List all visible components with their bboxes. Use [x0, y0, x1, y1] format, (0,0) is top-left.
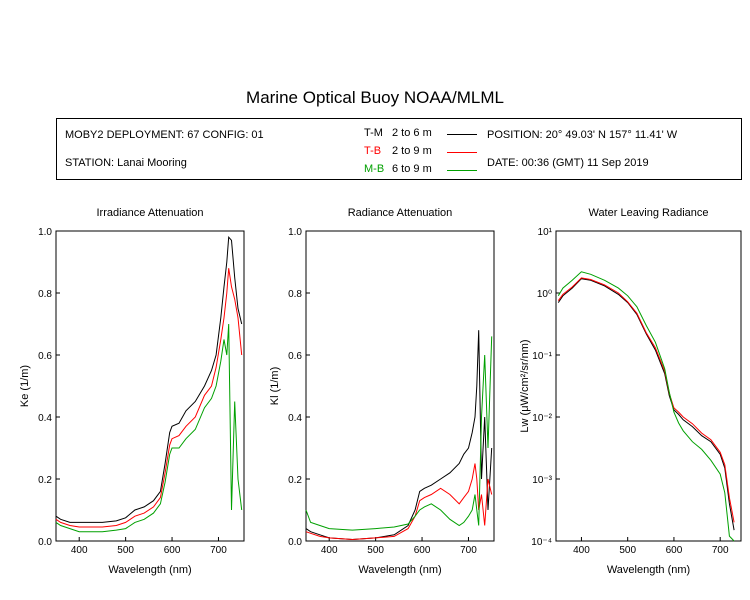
y-tick-label: 0.4 [38, 413, 52, 424]
x-axis-label: Wavelength (nm) [358, 564, 441, 576]
y-tick-label: 10¹ [538, 227, 553, 238]
y-axis-label: Lw (μW/cm²/sr/nm) [519, 339, 531, 432]
series-line-m-b [557, 271, 735, 542]
deployment-text: MOBY2 DEPLOYMENT: 67 CONFIG: 01 [65, 129, 264, 141]
series-line-t-b [557, 277, 735, 523]
y-tick-label: 0.4 [288, 413, 302, 424]
series-line-t-m [55, 236, 243, 523]
legend-code-tm: T-M [364, 127, 383, 139]
plot-frame [305, 230, 495, 542]
date-text: DATE: 00:36 (GMT) 11 Sep 2019 [487, 157, 649, 169]
legend-code-tb: T-B [364, 145, 382, 157]
plot-frame [55, 230, 245, 542]
legend-depth-mb: 6 to 9 m [392, 163, 432, 175]
x-tick-label: 600 [414, 545, 431, 556]
y-axis-label: Kl (1/m) [269, 367, 281, 406]
legend-depth-tm: 2 to 6 m [392, 127, 432, 139]
x-tick-label: 400 [71, 545, 88, 556]
series-line-t-b [55, 268, 243, 528]
x-tick-label: 500 [367, 545, 384, 556]
plot-frame [555, 230, 742, 542]
y-tick-label: 0.8 [288, 289, 302, 300]
y-tick-label: 10⁻³ [532, 475, 552, 486]
y-tick-label: 10⁻⁴ [531, 537, 552, 548]
x-tick-label: 400 [321, 545, 338, 556]
y-tick-label: 0.6 [288, 351, 302, 362]
y-tick-label: 0.0 [288, 537, 302, 548]
legend-line-tm [447, 134, 477, 135]
legend-line-tb [447, 152, 477, 153]
y-tick-label: 0.8 [38, 289, 52, 300]
y-tick-label: 10⁻¹ [532, 351, 552, 362]
series-line-t-m [305, 330, 493, 541]
x-tick-label: 700 [210, 545, 227, 556]
x-tick-label: 500 [619, 545, 636, 556]
x-tick-label: 500 [117, 545, 134, 556]
info-box: MOBY2 DEPLOYMENT: 67 CONFIG: 01 STATION:… [56, 118, 742, 180]
legend-code-mb: M-B [364, 163, 385, 175]
series-line-t-b [305, 463, 493, 541]
legend-depth-tb: 2 to 9 m [392, 145, 432, 157]
x-axis-label: Wavelength (nm) [607, 564, 690, 576]
y-tick-label: 0.2 [38, 475, 52, 486]
x-tick-label: 600 [666, 545, 683, 556]
series-line-t-m [557, 278, 735, 531]
x-tick-label: 600 [164, 545, 181, 556]
legend-line-mb [447, 170, 477, 171]
y-tick-label: 10⁰ [537, 289, 552, 300]
page-title: Marine Optical Buoy NOAA/MLML [246, 88, 504, 107]
y-axis-label: Ke (1/m) [19, 365, 31, 407]
series-line-m-b [305, 336, 493, 531]
y-tick-label: 10⁻² [532, 413, 552, 424]
x-tick-label: 700 [712, 545, 729, 556]
y-tick-label: 1.0 [288, 227, 302, 238]
chart-title: Irradiance Attenuation [96, 207, 203, 219]
y-tick-label: 0.0 [38, 537, 52, 548]
y-tick-label: 0.6 [38, 351, 52, 362]
position-text: POSITION: 20° 49.03' N 157° 11.41' W [487, 129, 678, 141]
chart-title: Water Leaving Radiance [588, 207, 708, 219]
y-tick-label: 0.2 [288, 475, 302, 486]
y-tick-label: 1.0 [38, 227, 52, 238]
chart-title: Radiance Attenuation [348, 207, 453, 219]
x-tick-label: 700 [460, 545, 477, 556]
x-tick-label: 400 [573, 545, 590, 556]
series-line-m-b [55, 323, 243, 533]
x-axis-label: Wavelength (nm) [108, 564, 191, 576]
station-text: STATION: Lanai Mooring [65, 157, 187, 169]
